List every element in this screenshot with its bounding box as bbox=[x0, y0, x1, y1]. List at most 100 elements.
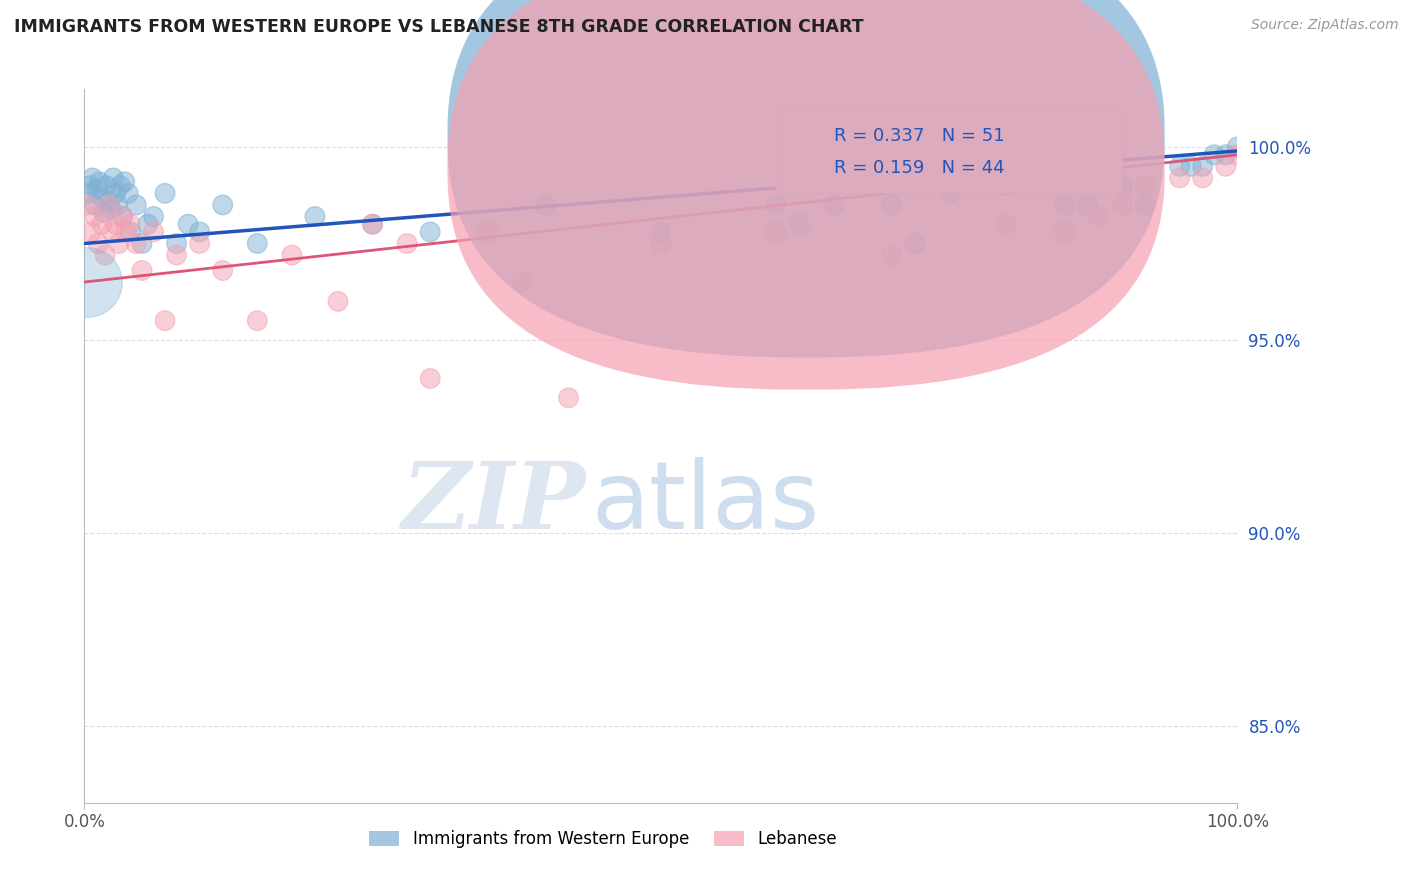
Point bbox=[86, 182, 108, 196]
Text: atlas: atlas bbox=[592, 457, 820, 549]
Point bbox=[142, 225, 165, 239]
Point bbox=[246, 236, 269, 251]
Point bbox=[111, 210, 134, 224]
Point bbox=[107, 198, 129, 212]
Point bbox=[880, 248, 903, 262]
Point bbox=[246, 313, 269, 327]
Point bbox=[765, 198, 787, 212]
Point bbox=[211, 198, 233, 212]
Point bbox=[97, 198, 120, 212]
Point bbox=[177, 217, 200, 231]
Point bbox=[650, 225, 672, 239]
Point bbox=[115, 225, 138, 239]
Point bbox=[361, 217, 384, 231]
Point bbox=[1076, 198, 1098, 212]
Point bbox=[1226, 148, 1249, 162]
Point bbox=[1191, 159, 1213, 173]
Point bbox=[104, 217, 127, 231]
Point bbox=[1215, 159, 1237, 173]
Text: IMMIGRANTS FROM WESTERN EUROPE VS LEBANESE 8TH GRADE CORRELATION CHART: IMMIGRANTS FROM WESTERN EUROPE VS LEBANE… bbox=[14, 18, 863, 36]
Point bbox=[1088, 210, 1111, 224]
Point bbox=[281, 248, 304, 262]
Point bbox=[142, 210, 165, 224]
Text: Source: ZipAtlas.com: Source: ZipAtlas.com bbox=[1251, 18, 1399, 32]
Point bbox=[114, 175, 136, 189]
Point bbox=[96, 178, 118, 193]
Point bbox=[80, 225, 103, 239]
Point bbox=[1053, 198, 1076, 212]
Point bbox=[76, 186, 98, 201]
Point bbox=[89, 175, 111, 189]
Point bbox=[903, 236, 925, 251]
Point bbox=[97, 194, 120, 208]
FancyBboxPatch shape bbox=[447, 0, 1164, 358]
Point bbox=[304, 210, 326, 224]
Point bbox=[823, 198, 845, 212]
Point bbox=[650, 236, 672, 251]
Point bbox=[1215, 148, 1237, 162]
Point bbox=[1191, 170, 1213, 185]
Point bbox=[90, 217, 112, 231]
Point bbox=[90, 190, 112, 204]
Legend: Immigrants from Western Europe, Lebanese: Immigrants from Western Europe, Lebanese bbox=[363, 824, 844, 855]
Point bbox=[125, 236, 148, 251]
Point bbox=[534, 198, 557, 212]
Point bbox=[1204, 148, 1226, 162]
Point bbox=[104, 186, 127, 201]
Point bbox=[101, 225, 124, 239]
Point bbox=[76, 275, 98, 289]
Point bbox=[419, 225, 441, 239]
Text: ZIP: ZIP bbox=[402, 458, 586, 548]
Point bbox=[93, 205, 115, 219]
Point bbox=[1133, 178, 1156, 193]
Point bbox=[995, 178, 1018, 193]
Point bbox=[83, 210, 105, 224]
Point bbox=[1111, 198, 1133, 212]
Point bbox=[1180, 159, 1202, 173]
Point bbox=[120, 217, 142, 231]
Point bbox=[82, 170, 104, 185]
Point bbox=[166, 248, 188, 262]
Point bbox=[120, 225, 142, 239]
Point bbox=[1111, 178, 1133, 193]
Point bbox=[880, 198, 903, 212]
Point bbox=[94, 248, 117, 262]
Point bbox=[1168, 170, 1191, 185]
Point bbox=[995, 217, 1018, 231]
Point bbox=[100, 202, 122, 216]
Point bbox=[83, 198, 105, 212]
Point bbox=[131, 236, 153, 251]
Point bbox=[103, 170, 124, 185]
Point bbox=[396, 236, 419, 251]
Point bbox=[477, 225, 499, 239]
Point bbox=[512, 275, 534, 289]
Point bbox=[1168, 159, 1191, 173]
Point bbox=[87, 236, 110, 251]
Point bbox=[108, 236, 131, 251]
Point bbox=[765, 225, 787, 239]
Point bbox=[125, 198, 148, 212]
Point bbox=[79, 178, 101, 193]
Point bbox=[108, 178, 131, 193]
Point bbox=[787, 217, 810, 231]
Point bbox=[326, 294, 349, 309]
Point bbox=[1133, 198, 1156, 212]
Point bbox=[361, 217, 384, 231]
FancyBboxPatch shape bbox=[447, 0, 1164, 390]
Point bbox=[131, 263, 153, 277]
Point bbox=[188, 236, 211, 251]
Point bbox=[419, 371, 441, 385]
Point bbox=[153, 186, 176, 201]
Point bbox=[1053, 225, 1076, 239]
Point bbox=[117, 186, 139, 201]
Point bbox=[188, 225, 211, 239]
Point bbox=[938, 186, 960, 201]
Point bbox=[557, 391, 579, 405]
Point bbox=[136, 217, 159, 231]
Text: R = 0.337   N = 51: R = 0.337 N = 51 bbox=[834, 127, 1004, 145]
Point bbox=[76, 198, 98, 212]
Point bbox=[211, 263, 233, 277]
Text: R = 0.159   N = 44: R = 0.159 N = 44 bbox=[834, 159, 1004, 177]
FancyBboxPatch shape bbox=[776, 111, 1122, 193]
Point bbox=[111, 210, 134, 224]
